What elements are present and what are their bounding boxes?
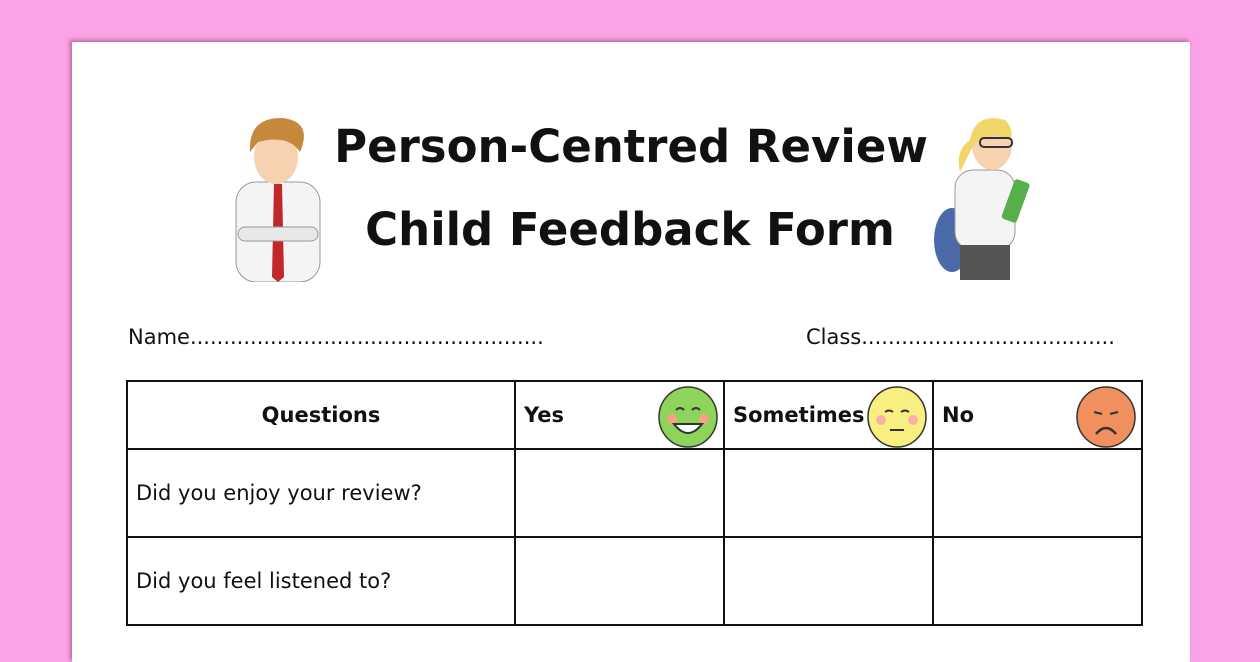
question-cell: Did you enjoy your review? [126, 448, 516, 538]
girl-illustration [934, 118, 1030, 280]
yes-answer-cell[interactable] [514, 536, 725, 626]
no-answer-cell[interactable] [932, 448, 1143, 538]
name-field[interactable]: Name....................................… [128, 325, 544, 349]
header-yes-label: Yes [524, 403, 565, 427]
table-header-row: Questions Yes Sometimes No [126, 380, 1143, 450]
table-row: Did you feel listened to? [126, 536, 1143, 626]
sad-face-icon [1076, 386, 1136, 448]
header-no: No [932, 380, 1143, 450]
happy-face-icon [658, 386, 718, 448]
form-title-line2: Child Feedback Form [365, 203, 895, 256]
header-sometimes-label: Sometimes [733, 403, 865, 427]
feedback-table: Questions Yes Sometimes No Did you enjoy… [126, 380, 1143, 626]
boy-illustration [235, 117, 321, 282]
table-row: Did you enjoy your review? [126, 448, 1143, 538]
sometimes-answer-cell[interactable] [723, 448, 934, 538]
no-answer-cell[interactable] [932, 536, 1143, 626]
header-no-label: No [942, 403, 975, 427]
neutral-face-icon [867, 386, 927, 448]
class-field[interactable]: Class...................................… [806, 325, 1115, 349]
question-cell: Did you feel listened to? [126, 536, 516, 626]
yes-answer-cell[interactable] [514, 448, 725, 538]
header-questions: Questions [126, 380, 516, 450]
header-sometimes: Sometimes [723, 380, 934, 450]
sometimes-answer-cell[interactable] [723, 536, 934, 626]
form-title-line1: Person-Centred Review [334, 120, 928, 173]
header-yes: Yes [514, 380, 725, 450]
